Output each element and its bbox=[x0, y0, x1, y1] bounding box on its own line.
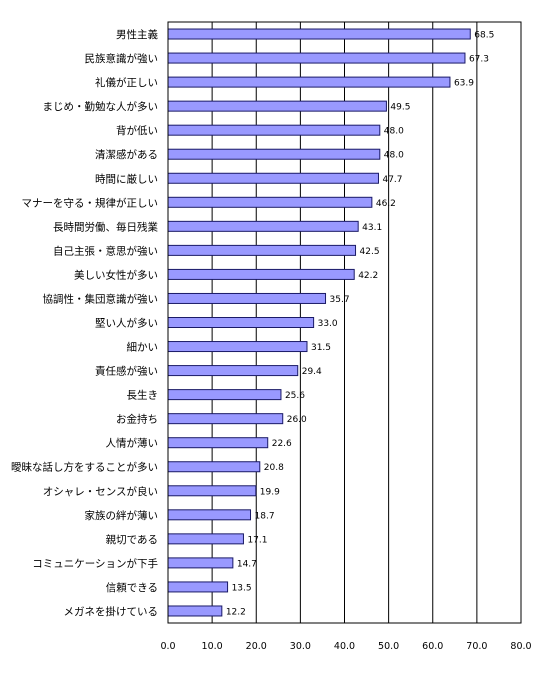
category-label: まじめ・勤勉な人が多い bbox=[43, 100, 159, 113]
bar bbox=[167, 557, 234, 569]
data-label: 46.2 bbox=[376, 199, 396, 209]
data-label: 31.5 bbox=[311, 343, 331, 353]
bar bbox=[167, 413, 284, 425]
bar bbox=[167, 341, 308, 353]
category-label: 細かい bbox=[127, 341, 159, 354]
category-label: 背が低い bbox=[116, 124, 158, 137]
x-tick-label: 40.0 bbox=[334, 641, 355, 652]
category-label: 男性主義 bbox=[116, 28, 158, 41]
category-label: 長時間労働、毎日残業 bbox=[53, 220, 158, 233]
category-label: 責任感が強い bbox=[95, 365, 158, 378]
x-tick-label: 80.0 bbox=[510, 641, 531, 652]
category-label: オシャレ・センスが良い bbox=[43, 485, 158, 498]
bar bbox=[167, 124, 381, 136]
data-label: 49.5 bbox=[390, 103, 410, 113]
category-label: 民族意識が強い bbox=[85, 52, 159, 65]
category-label: お金持ち bbox=[116, 413, 158, 426]
data-label: 13.5 bbox=[232, 583, 252, 593]
x-tick-label: 10.0 bbox=[202, 641, 223, 652]
bar bbox=[167, 196, 373, 208]
x-tick-label: 60.0 bbox=[422, 641, 443, 652]
data-label: 14.7 bbox=[237, 559, 257, 569]
bar bbox=[167, 317, 315, 328]
data-label: 67.3 bbox=[469, 55, 489, 65]
data-label: 33.0 bbox=[318, 319, 338, 329]
category-label: コミュニケーションが下手 bbox=[32, 557, 158, 570]
bar bbox=[167, 389, 282, 401]
category-label: 礼儀が正しい bbox=[95, 76, 158, 89]
x-tick-label: 0.0 bbox=[160, 641, 175, 652]
bar bbox=[167, 220, 359, 232]
category-label: メガネを掛けている bbox=[64, 605, 159, 618]
bar bbox=[167, 148, 381, 160]
category-label: 人情が薄い bbox=[106, 437, 159, 450]
bar bbox=[167, 509, 252, 521]
bar bbox=[167, 100, 387, 112]
x-tick-label: 20.0 bbox=[246, 641, 267, 652]
data-label: 43.1 bbox=[362, 223, 382, 233]
x-axis-tick-labels: 0.0 10.0 20.0 30.0 40.0 50.0 60.0 70.0 80.0 bbox=[160, 641, 531, 652]
data-label: 22.6 bbox=[272, 439, 292, 449]
data-label: 63.9 bbox=[454, 79, 474, 89]
data-label: 35.7 bbox=[330, 295, 350, 305]
bar bbox=[167, 268, 355, 280]
data-label: 29.4 bbox=[302, 367, 322, 377]
value-labels: 68.5 67.3 63.9 49.5 48.0 48.0 47.7 46.2 43.1 42.5… bbox=[226, 31, 494, 618]
data-label: 47.7 bbox=[382, 175, 402, 185]
data-label: 48.0 bbox=[384, 151, 404, 161]
bar bbox=[167, 461, 261, 473]
data-label: 19.9 bbox=[260, 487, 280, 497]
category-label: 親切である bbox=[106, 533, 158, 546]
category-labels: 男性主義民族意識が強い礼儀が正しいまじめ・勤勉な人が多い背が低い清潔感がある時間… bbox=[11, 28, 158, 618]
bar bbox=[167, 605, 223, 617]
bar bbox=[167, 365, 299, 377]
category-label: 協調性・集団意識が強い bbox=[43, 292, 159, 305]
bar bbox=[167, 437, 269, 449]
bar bbox=[167, 581, 229, 593]
bar bbox=[167, 76, 451, 88]
x-tick-label: 50.0 bbox=[378, 641, 399, 652]
category-label: 家族の絆が薄い bbox=[85, 509, 159, 522]
category-label: 時間に厳しい bbox=[95, 172, 158, 185]
x-tick-label: 30.0 bbox=[290, 641, 311, 652]
category-label: マナーを守る・規律が正しい bbox=[22, 196, 159, 209]
bar bbox=[167, 28, 471, 40]
data-label: 48.0 bbox=[384, 127, 404, 137]
bar bbox=[167, 485, 257, 497]
x-tick-label: 70.0 bbox=[466, 641, 487, 652]
data-label: 42.5 bbox=[360, 247, 380, 257]
plot-area-border bbox=[167, 21, 522, 624]
bar bbox=[167, 52, 466, 64]
data-label: 17.1 bbox=[247, 535, 267, 545]
data-label: 18.7 bbox=[255, 511, 275, 521]
category-label: 長生き bbox=[127, 389, 159, 402]
bar bbox=[167, 292, 327, 304]
bar bbox=[167, 533, 244, 545]
category-label: 堅い人が多い bbox=[95, 317, 158, 330]
data-label: 26.0 bbox=[287, 415, 307, 425]
data-label: 25.6 bbox=[285, 391, 305, 401]
data-label: 12.2 bbox=[226, 607, 246, 617]
category-label: 自己主張・意思が強い bbox=[53, 244, 158, 257]
category-label: 信頼できる bbox=[106, 582, 158, 594]
data-label: 68.5 bbox=[474, 31, 494, 41]
bar bbox=[167, 172, 379, 184]
bar bbox=[167, 244, 357, 256]
data-label: 42.2 bbox=[358, 271, 378, 281]
category-label: 美しい女性が多い bbox=[74, 268, 158, 281]
category-label: 清潔感がある bbox=[95, 148, 158, 161]
category-label: 曖昧な話し方をすることが多い bbox=[11, 461, 158, 474]
data-label: 20.8 bbox=[264, 463, 284, 473]
